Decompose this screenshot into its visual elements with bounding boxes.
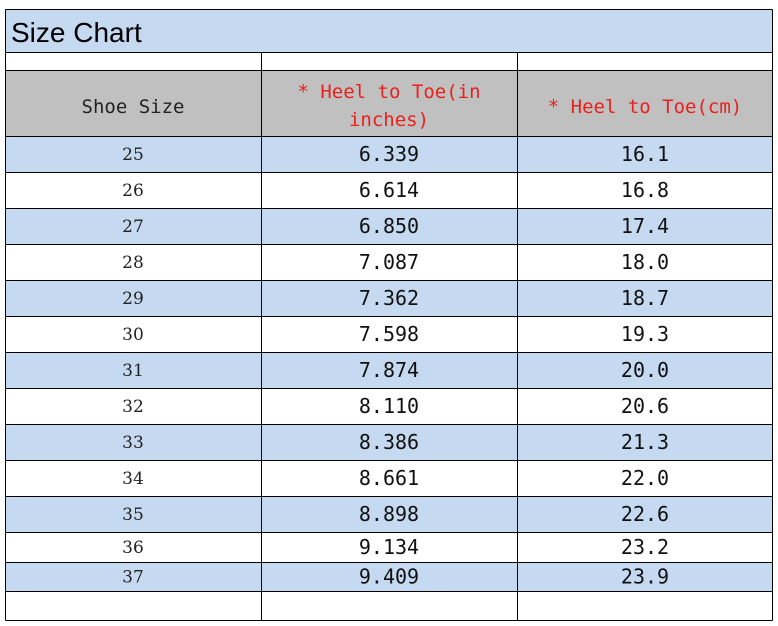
row-stripe [5,352,773,388]
row-stripe [5,562,773,591]
cell-heel-to-toe-cm: 20.0 [621,358,669,382]
cell-heel-to-toe-inches: 7.362 [359,286,419,310]
cell-shoe-size: 32 [122,397,144,417]
cell-shoe-size: 29 [122,289,144,309]
cell-heel-to-toe-inches: 9.134 [359,535,419,559]
cell-heel-to-toe-cm: 22.0 [621,466,669,490]
cell-heel-to-toe-inches: 9.409 [359,565,419,589]
header-band [5,70,773,136]
cell-heel-to-toe-inches: 7.598 [359,322,419,346]
cell-heel-to-toe-cm: 17.4 [621,214,669,238]
cell-heel-to-toe-inches: 7.087 [359,250,419,274]
cell-heel-to-toe-cm: 16.1 [621,142,669,166]
cell-shoe-size: 36 [122,538,144,558]
cell-heel-to-toe-cm: 21.3 [621,430,669,454]
cell-heel-to-toe-cm: 18.7 [621,286,669,310]
cell-heel-to-toe-inches: 6.614 [359,178,419,202]
size-chart-grid: Size Chart Shoe Size * Heel to Toe(in in… [5,9,773,621]
cell-heel-to-toe-cm: 22.6 [621,502,669,526]
cell-heel-to-toe-inches: 8.386 [359,430,419,454]
cell-shoe-size: 35 [122,505,144,525]
header-heel-to-toe-inches-line2: inches) [349,109,429,131]
cell-heel-to-toe-inches: 6.850 [359,214,419,238]
row-stripe [5,280,773,316]
cell-shoe-size: 27 [122,217,144,237]
row-stripe [5,136,773,172]
cell-heel-to-toe-inches: 8.110 [359,394,419,418]
cell-heel-to-toe-cm: 16.8 [621,178,669,202]
cell-shoe-size: 33 [122,433,144,453]
cell-shoe-size: 34 [122,469,144,489]
row-stripe [5,208,773,244]
cell-shoe-size: 25 [122,145,144,165]
cell-heel-to-toe-inches: 8.661 [359,466,419,490]
cell-shoe-size: 31 [122,361,144,381]
cell-shoe-size: 28 [122,253,144,273]
cell-heel-to-toe-cm: 23.2 [621,535,669,559]
title-band [5,9,773,52]
cell-shoe-size: 37 [122,568,144,588]
chart-title: Size Chart [11,17,142,48]
row-stripe [5,496,773,532]
cell-heel-to-toe-cm: 23.9 [621,565,669,589]
header-heel-to-toe-inches-line1: * Heel to Toe(in [297,81,480,103]
row-stripe [5,424,773,460]
cell-heel-to-toe-inches: 6.339 [359,142,419,166]
size-chart-table: Size Chart Shoe Size * Heel to Toe(in in… [5,9,773,621]
header-shoe-size: Shoe Size [82,96,185,118]
cell-heel-to-toe-cm: 19.3 [621,322,669,346]
cell-shoe-size: 30 [122,325,144,345]
header-heel-to-toe-cm: * Heel to Toe(cm) [548,96,742,118]
cell-heel-to-toe-inches: 7.874 [359,358,419,382]
cell-shoe-size: 26 [122,181,144,201]
cell-heel-to-toe-cm: 18.0 [621,250,669,274]
cell-heel-to-toe-cm: 20.6 [621,394,669,418]
cell-heel-to-toe-inches: 8.898 [359,502,419,526]
